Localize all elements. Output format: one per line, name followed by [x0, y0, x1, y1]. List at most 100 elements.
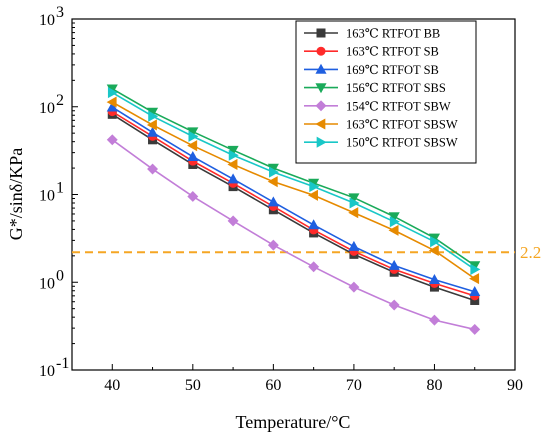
- data-point: [228, 149, 239, 161]
- legend-item: 154℃ RTFOT SBW: [304, 99, 451, 113]
- legend: 163℃ RTFOT BB 163℃ RTFOT SB 169℃ RTFOT SB 1…: [295, 20, 477, 164]
- data-point: [388, 212, 400, 223]
- legend-label: 156℃ RTFOT SBS: [346, 81, 446, 95]
- y-tick-base: 10: [39, 12, 55, 29]
- legend-label: 163℃ RTFOT BB: [346, 27, 440, 41]
- y-tick-exponent: 2: [56, 92, 64, 109]
- x-tick-label: 90: [507, 377, 523, 394]
- y-tick-base: 10: [39, 188, 55, 205]
- data-point: [187, 190, 199, 202]
- y-tick-exponent: 0: [56, 267, 64, 284]
- series-6: [107, 87, 481, 275]
- series-layer: [106, 84, 481, 335]
- legend-box: [295, 20, 477, 164]
- y-tick-exponent: 1: [56, 180, 64, 197]
- y-axis-label: G*/sinδ/KPa: [6, 148, 26, 241]
- legend-item: 163℃ RTFOT SB: [304, 45, 439, 59]
- legend-item: 150℃ RTFOT SBSW: [304, 136, 458, 150]
- data-point: [227, 145, 239, 156]
- data-point: [267, 239, 279, 251]
- data-point: [147, 163, 159, 175]
- data-point: [348, 281, 360, 293]
- data-point: [348, 240, 360, 251]
- legend-marker: [316, 136, 327, 148]
- x-tick-label: 60: [265, 377, 281, 394]
- y-tick-base: 10: [39, 100, 55, 117]
- data-point: [348, 207, 359, 219]
- data-point: [106, 96, 117, 108]
- legend-label: 163℃ RTFOT SBSW: [346, 118, 458, 132]
- x-tick-label: 40: [104, 377, 120, 394]
- series-4: [106, 134, 481, 335]
- legend-item: 163℃ RTFOT SBSW: [304, 118, 458, 132]
- data-point: [308, 261, 320, 273]
- y-tick-label: 10: [39, 275, 55, 292]
- legend-marker: [315, 100, 327, 112]
- data-point: [388, 299, 400, 311]
- data-point: [470, 263, 481, 275]
- data-point: [428, 314, 440, 326]
- data-point: [187, 140, 198, 152]
- data-point: [267, 176, 278, 188]
- legend-marker: [316, 46, 326, 56]
- data-point: [146, 119, 157, 131]
- data-point: [107, 87, 118, 99]
- data-point: [348, 193, 360, 204]
- data-point: [469, 286, 481, 297]
- data-point: [309, 181, 320, 193]
- series-line: [111, 88, 476, 267]
- data-point: [389, 216, 400, 228]
- legend-item: 169℃ RTFOT SB: [304, 63, 439, 77]
- data-point: [267, 196, 279, 207]
- legend-marker: [315, 118, 326, 130]
- threshold-line: 2.2: [72, 243, 541, 262]
- series-line: [111, 110, 475, 297]
- legend-item: 163℃ RTFOT BB: [304, 27, 440, 41]
- y-tick-label: 10: [39, 188, 55, 205]
- legend-label: 150℃ RTFOT SBSW: [346, 136, 458, 150]
- data-point: [307, 189, 318, 201]
- data-point: [148, 110, 159, 122]
- legend-marker: [316, 28, 326, 38]
- data-point: [227, 215, 239, 227]
- legend-label: 169℃ RTFOT SB: [346, 63, 439, 77]
- data-point: [349, 197, 360, 209]
- legend-label: 154℃ RTFOT SBW: [346, 99, 451, 113]
- y-tick-base: 10: [39, 363, 55, 380]
- data-point: [269, 166, 280, 178]
- series-line: [111, 113, 475, 302]
- legend-label: 163℃ RTFOT SB: [346, 45, 439, 59]
- series-line: [111, 101, 476, 280]
- threshold-label: 2.2: [520, 243, 541, 262]
- series-line: [111, 91, 476, 271]
- data-point: [188, 130, 199, 142]
- series-line: [111, 106, 475, 293]
- y-tick-label: 10: [39, 12, 55, 29]
- series-line: [111, 139, 475, 331]
- data-point: [308, 219, 320, 230]
- y-tick-label: 10: [39, 100, 55, 117]
- x-tick-label: 80: [426, 377, 442, 394]
- x-axis-label: Temperature/°C: [236, 412, 351, 432]
- data-point: [227, 173, 239, 184]
- data-point: [388, 224, 399, 236]
- y-tick-label: 10: [39, 363, 55, 380]
- data-point: [428, 274, 441, 285]
- data-point: [187, 150, 199, 161]
- data-point: [469, 273, 480, 285]
- data-point: [106, 134, 118, 146]
- data-point: [428, 244, 439, 257]
- data-point: [227, 158, 238, 171]
- x-tick-label: 50: [185, 377, 201, 394]
- data-point: [469, 323, 481, 335]
- data-point: [146, 126, 159, 137]
- x-tick-label: 70: [346, 377, 362, 394]
- legend-marker: [315, 63, 327, 74]
- y-tick-exponent: -1: [56, 355, 69, 372]
- y-tick-exponent: 3: [56, 4, 64, 21]
- legend-item: 156℃ RTFOT SBS: [304, 81, 446, 95]
- data-point: [388, 259, 400, 270]
- y-tick-base: 10: [39, 275, 55, 292]
